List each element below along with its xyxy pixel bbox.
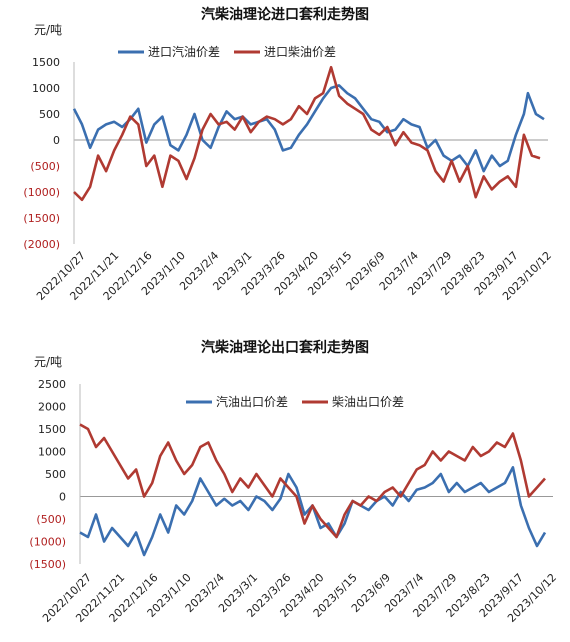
y-axis-unit-label: 元/吨 xyxy=(34,23,62,37)
y-tick-label: 2000 xyxy=(38,401,66,414)
y-tick-label: 2500 xyxy=(38,378,66,391)
legend-label: 柴油出口价差 xyxy=(332,395,404,409)
y-tick-label: (1000) xyxy=(29,536,66,549)
series-line-1 xyxy=(72,84,545,173)
series-line-1 xyxy=(79,466,547,557)
y-tick-label: (1000) xyxy=(23,186,60,199)
y-tick-label: 1000 xyxy=(32,82,60,95)
y-tick-label: (1500) xyxy=(23,212,60,225)
legend-label: 汽油出口价差 xyxy=(216,394,288,409)
y-axis-unit-label: 元/吨 xyxy=(34,355,62,369)
y-tick-label: (1500) xyxy=(29,558,66,571)
y-tick-label: 500 xyxy=(45,468,66,481)
chart-title: 汽柴油理论出口套利走势图 xyxy=(201,339,369,356)
import-arbitrage-chart: 汽柴油理论进口套利走势图 元/吨 1500 1000 500 0 (500) (1000)… xyxy=(23,6,554,303)
series-line-2 xyxy=(79,423,546,539)
y-tick-label: 500 xyxy=(39,108,60,121)
legend-label: 进口汽油价差 xyxy=(148,44,220,59)
chart-title: 汽柴油理论进口套利走势图 xyxy=(201,6,369,23)
y-tick-label: (2000) xyxy=(23,238,60,251)
y-tick-label: (500) xyxy=(30,160,60,173)
y-tick-label: 0 xyxy=(59,491,66,504)
y-tick-label: 1000 xyxy=(38,446,66,459)
import-arbitrage-chart-svg: 汽柴油理论进口套利走势图 元/吨 1500 1000 500 0 (500) (1000)… xyxy=(23,6,554,303)
y-tick-label: 0 xyxy=(53,134,60,147)
y-tick-label: 1500 xyxy=(32,56,60,69)
y-tick-label: (500) xyxy=(36,513,66,526)
export-arbitrage-chart-svg: 汽柴油理论出口套利走势图 元/吨 2500 2000 1500 1000 500 0 (50… xyxy=(29,339,559,625)
y-tick-label: 1500 xyxy=(38,423,66,436)
export-arbitrage-chart: 汽柴油理论出口套利走势图 元/吨 2500 2000 1500 1000 500 0 (50… xyxy=(0,322,570,642)
legend-label: 进口柴油价差 xyxy=(264,45,336,59)
series-line-2 xyxy=(73,65,541,202)
